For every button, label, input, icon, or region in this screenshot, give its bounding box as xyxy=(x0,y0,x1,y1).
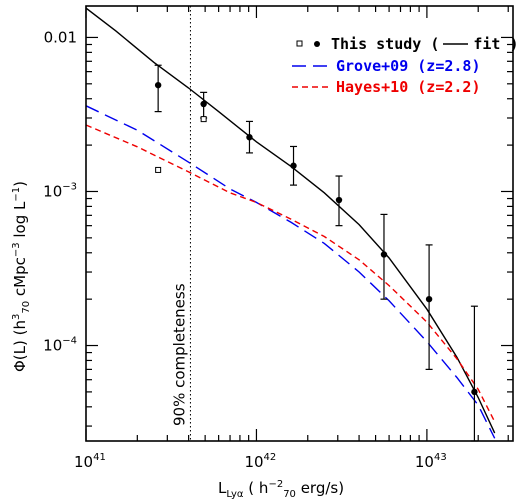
legend-label-hayes: Hayes+10 (z=2.2) xyxy=(336,78,481,96)
curve-grove-09-z-2-8 xyxy=(86,105,496,439)
curves-layer xyxy=(86,7,496,439)
y-tick-label-base: 10 xyxy=(43,182,62,200)
x-tick-label-exponent: 41 xyxy=(93,452,106,463)
data-point-filled xyxy=(154,81,162,89)
data-point-filled xyxy=(335,196,343,204)
data-point-filled xyxy=(425,295,433,303)
y-axis-label: Φ(L) (h370 cMpc−3 log L−1) xyxy=(11,181,32,372)
x-tick-label-exponent: 42 xyxy=(264,452,277,463)
legend: This study (fit ) Grove+09 (z=2.8) Hayes… xyxy=(292,35,516,96)
data-point-open-square xyxy=(155,166,162,173)
data-point-filled xyxy=(246,134,253,141)
x-tick-label-exponent: 43 xyxy=(434,452,447,463)
points-layer xyxy=(154,64,478,442)
x-tick-label-41: 1041 xyxy=(74,452,106,471)
legend-label-grove: Grove+09 (z=2.8) xyxy=(336,57,481,75)
completeness-label: 90% completeness xyxy=(170,283,188,426)
x-axis-label: LLyα ( h−270 erg/s) xyxy=(218,479,344,500)
data-point-filled xyxy=(290,162,297,169)
curve-fit xyxy=(86,7,496,434)
completeness-layer: 90% completeness xyxy=(170,6,191,441)
legend-marker-filled-circle xyxy=(314,41,320,47)
y-tick-label: 10−3 xyxy=(43,181,77,200)
y-tick-label: 0.01 xyxy=(44,28,77,46)
curve-hayes-10-z-2-2 xyxy=(86,124,496,423)
data-point-open-square xyxy=(200,116,207,123)
x-tick-label-base: 10 xyxy=(74,453,93,471)
x-tick-label-base: 10 xyxy=(415,453,434,471)
data-point-filled xyxy=(380,251,388,258)
legend-marker-open-square xyxy=(296,40,303,47)
y-tick-label-exponent: −3 xyxy=(62,181,77,192)
data-point-filled xyxy=(200,100,207,108)
y-tick-label-exponent: −4 xyxy=(62,336,77,347)
y-tick-label: 10−4 xyxy=(43,336,77,355)
x-tick-label-43: 1043 xyxy=(415,452,447,471)
plot-frame xyxy=(85,5,514,442)
y-tick-label-base: 10 xyxy=(43,337,62,355)
data-point-filled xyxy=(471,388,478,396)
x-tick-label-42: 1042 xyxy=(244,452,276,471)
legend-label-this-study: This study (fit ) xyxy=(331,35,516,53)
x-tick-label-base: 10 xyxy=(244,453,263,471)
